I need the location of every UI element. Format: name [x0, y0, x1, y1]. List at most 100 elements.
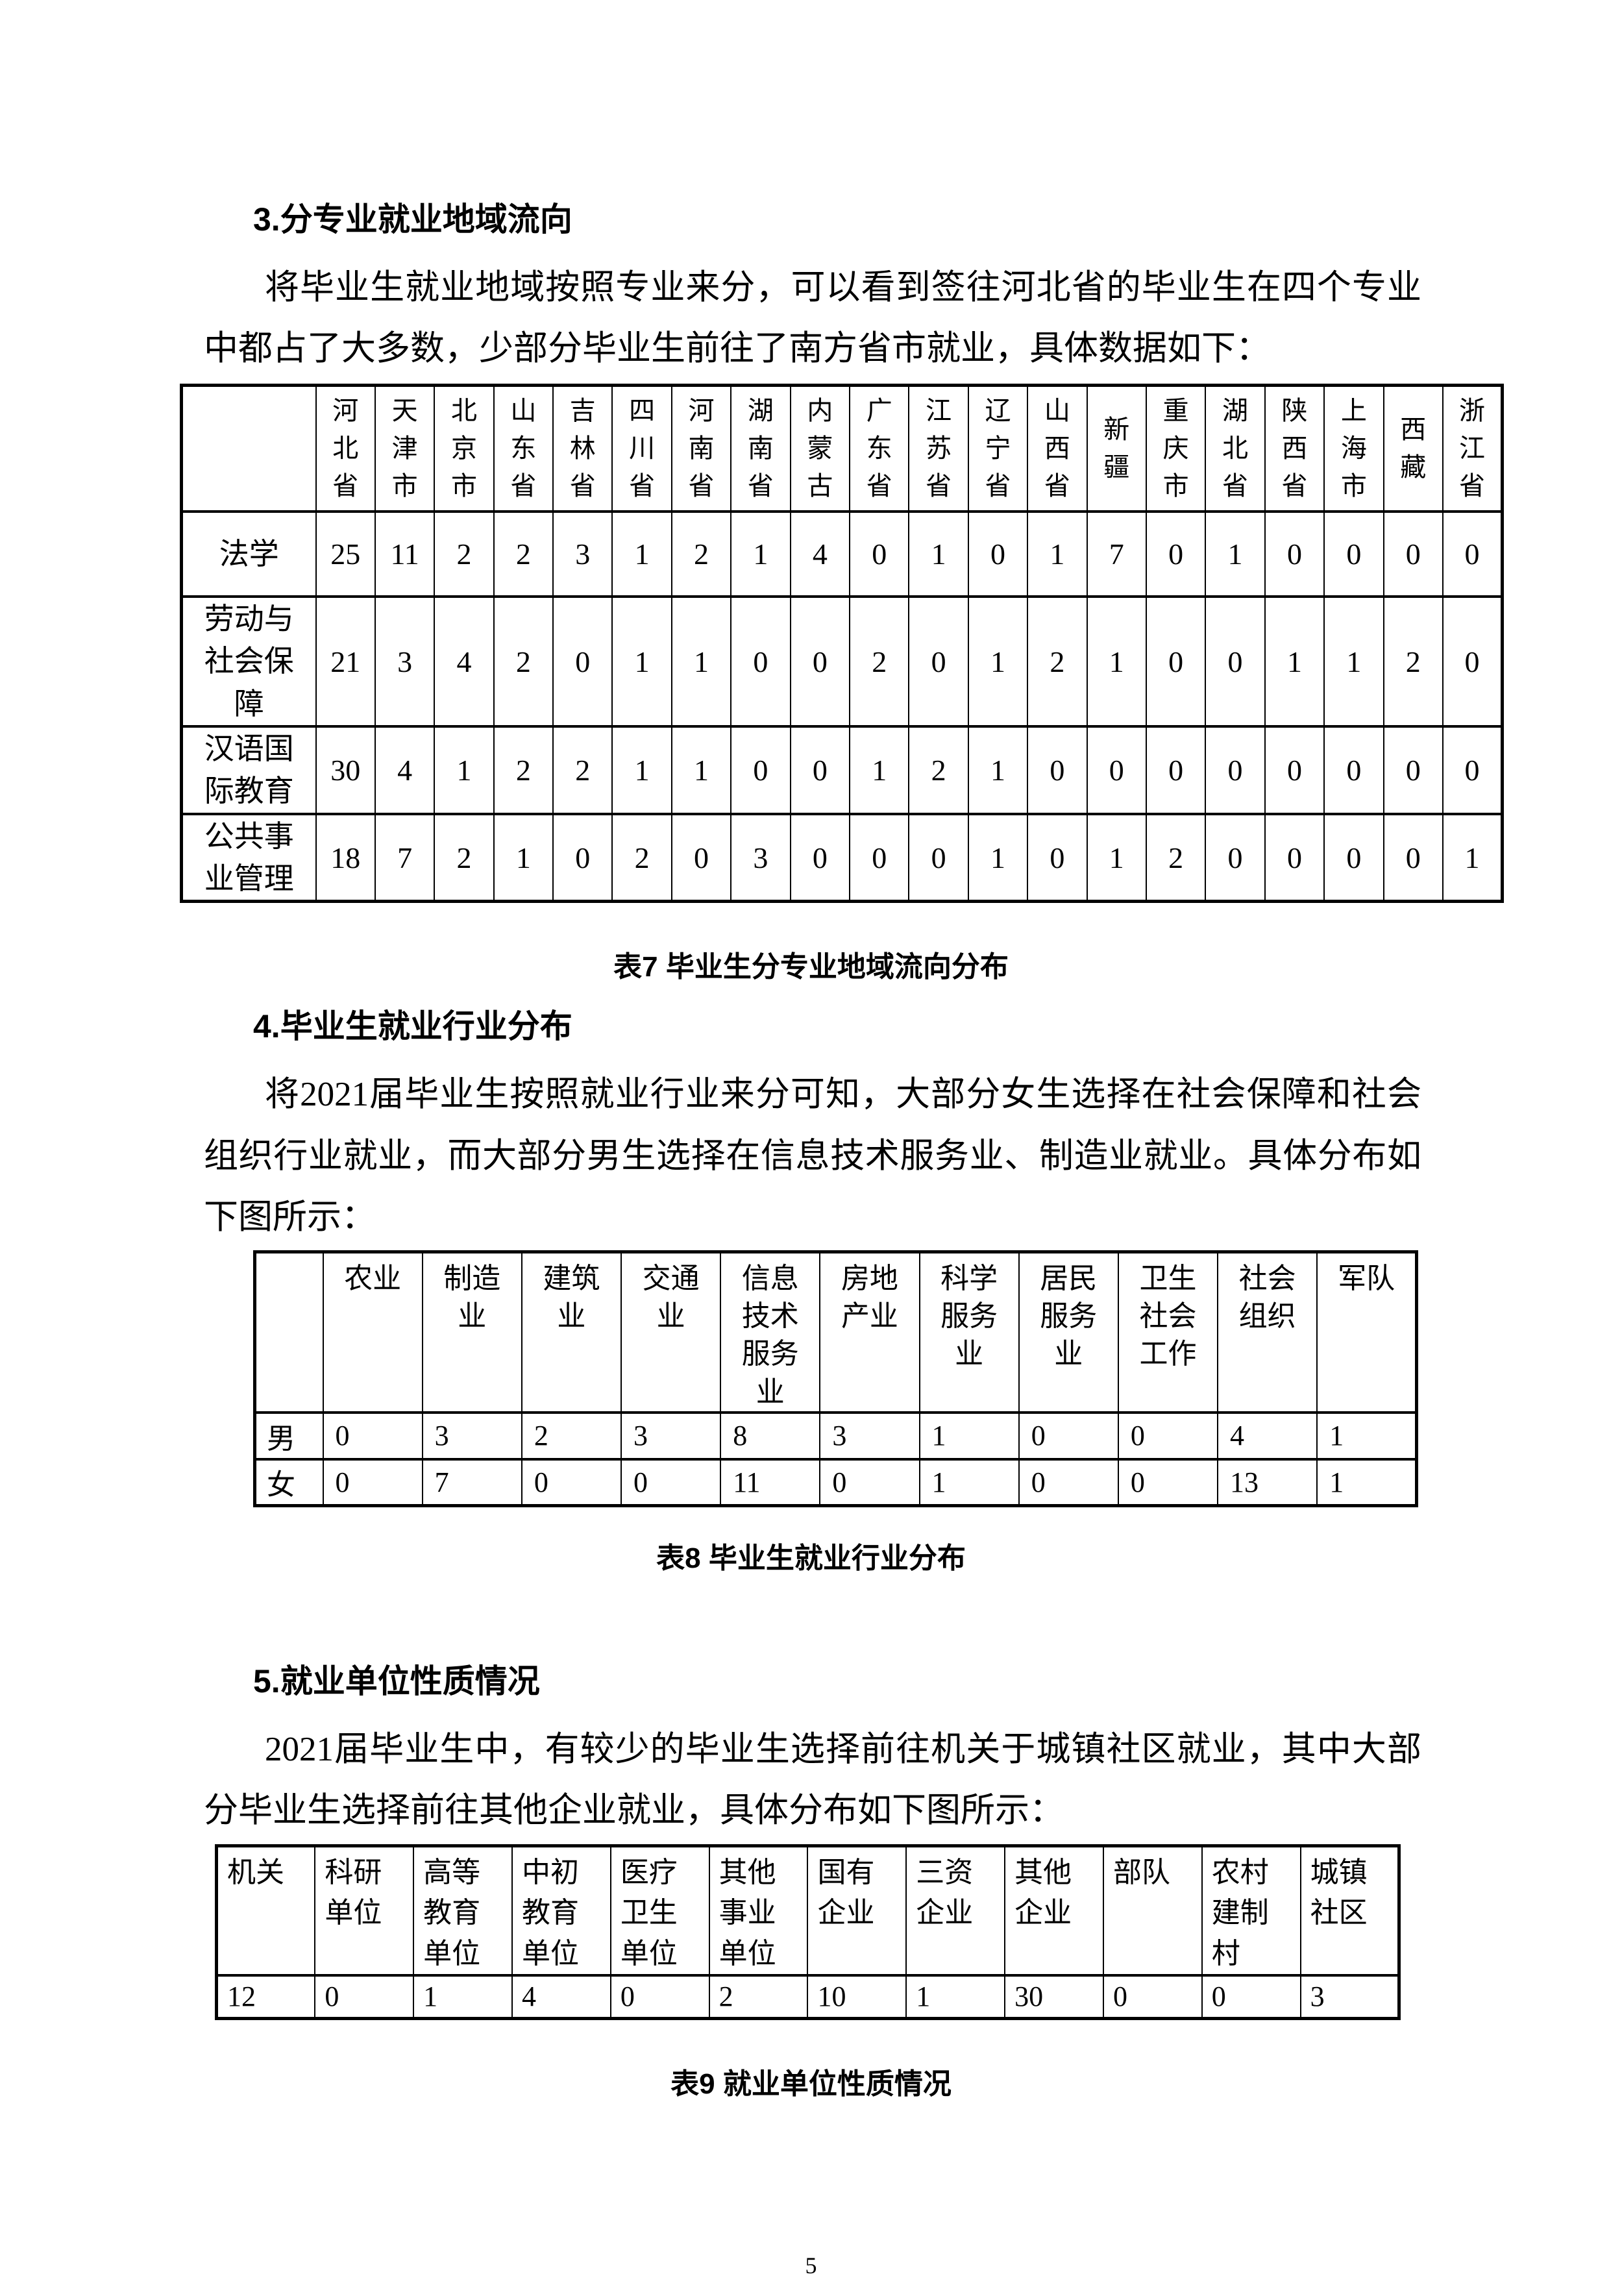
- table-cell: 0: [1205, 595, 1266, 728]
- column-header: 陕西省: [1264, 384, 1325, 513]
- table-header-row: 机关 科研单位 高等教育单位 中初教育单位 医疗卫生单位 其他事业单位 国有企业 三资企业 其他…: [215, 1844, 1400, 1977]
- column-header: 居民服务业: [1018, 1250, 1119, 1414]
- column-header-label: 江苏省: [926, 395, 952, 500]
- column-header: 湖北省: [1205, 384, 1266, 513]
- column-header: 医疗卫生单位: [609, 1844, 710, 1977]
- column-header: 军队: [1316, 1250, 1418, 1414]
- column-header: 浙江省: [1442, 384, 1503, 513]
- table-cell: 1: [1086, 812, 1147, 903]
- table-cell: 11: [374, 510, 436, 599]
- table-cell: 0: [1145, 725, 1207, 815]
- column-header: 吉林省: [552, 384, 613, 513]
- table-cell: 30: [1004, 1974, 1104, 2020]
- column-header: 河南省: [670, 384, 732, 513]
- row-label: 女: [254, 1457, 324, 1507]
- column-header-label: 西藏: [1400, 414, 1427, 482]
- table-cell: 0: [1264, 812, 1325, 903]
- table-cell: 1: [670, 595, 732, 728]
- column-header: 四川省: [611, 384, 672, 513]
- table-cell: 2: [1027, 595, 1088, 728]
- row-label: 公共事业管理: [180, 812, 317, 903]
- column-header-label: 湖北省: [1222, 395, 1249, 500]
- table-cell: 2: [434, 812, 495, 903]
- table-cell: 2: [1145, 812, 1207, 903]
- column-header: 城镇社区: [1299, 1844, 1400, 1977]
- column-header-label: 新疆: [1103, 414, 1130, 482]
- column-header: 农业: [322, 1250, 423, 1414]
- table9-caption: 表9 就业单位性质情况: [670, 2068, 952, 2100]
- column-header: 农村建制村: [1201, 1844, 1301, 1977]
- table-row: 法学 25 11 2 2 3 1 2 1 4 0 1 0 1 7 0 1 0 0 0 0: [180, 510, 1503, 599]
- column-header: 内蒙古: [789, 384, 851, 513]
- column-header: 制造业: [421, 1250, 522, 1414]
- table-cell: 0: [322, 1457, 423, 1507]
- table-cell: 0: [849, 510, 910, 599]
- table8-industry-distribution: 农业 制造业 建筑业 交通业 信息技术服务业 房地产业 科学服务业 居民服务业 卫生社会工作 社会…: [253, 1250, 1418, 1508]
- column-header-label: 广东省: [866, 395, 892, 500]
- table-cell: 11: [720, 1457, 821, 1507]
- table-cell: 7: [1086, 510, 1147, 599]
- column-header-label: 上海市: [1340, 395, 1367, 500]
- page-number: 5: [805, 2253, 817, 2278]
- table-cell: 0: [1323, 510, 1384, 599]
- table-cell: 0: [1382, 725, 1444, 815]
- table-cell: 1: [611, 725, 672, 815]
- column-header: 交通业: [621, 1250, 722, 1414]
- table-cell: 2: [434, 510, 495, 599]
- table-cell: 0: [849, 812, 910, 903]
- table-cell: 0: [1145, 595, 1207, 728]
- table-cell: 0: [1323, 812, 1384, 903]
- table-cell: 1: [1027, 510, 1088, 599]
- table7-caption: 表7 毕业生分专业地域流向分布: [613, 951, 1009, 983]
- table-cell: 1: [918, 1457, 1020, 1507]
- section-heading-5: 5.就业单位性质情况: [253, 1663, 540, 1700]
- table-cell: 0: [819, 1457, 920, 1507]
- column-header-label: 湖南省: [747, 395, 774, 500]
- table-cell: 0: [1205, 725, 1266, 815]
- table-row: 汉语国际教育 30 4 1 2 2 1 1 0 0 1 2 1 0 0 0 0 0 0 0 0: [180, 725, 1503, 815]
- table-cell: 0: [1323, 725, 1384, 815]
- column-header: 社会组织: [1217, 1250, 1318, 1414]
- table-cell: 0: [1086, 725, 1147, 815]
- column-header-label: 卫生社会工作: [1139, 1263, 1197, 1370]
- table-cell: 3: [552, 510, 613, 599]
- table-cell: 7: [374, 812, 436, 903]
- column-header: 其他企业: [1004, 1844, 1104, 1977]
- table-cell: 3: [1299, 1974, 1400, 2020]
- table-cell: 0: [1442, 725, 1503, 815]
- column-header: 北京市: [434, 384, 495, 513]
- column-header-label: 辽宁省: [985, 395, 1011, 500]
- column-header: 山西省: [1027, 384, 1088, 513]
- column-header-label: 机关: [227, 1856, 284, 1888]
- table-cell: 0: [1027, 812, 1088, 903]
- table-cell: 7: [421, 1457, 522, 1507]
- column-header-label: 陕西省: [1281, 395, 1308, 500]
- table-cell: 30: [315, 725, 376, 815]
- table-cell: 4: [789, 510, 851, 599]
- table9-employer-type: 机关 科研单位 高等教育单位 中初教育单位 医疗卫生单位 其他事业单位 国有企业 三资企业 其他…: [215, 1844, 1401, 2020]
- table-cell: 25: [315, 510, 376, 599]
- table-cell: 0: [521, 1457, 622, 1507]
- table-cell: 1: [967, 812, 1029, 903]
- table-cell: 0: [314, 1974, 415, 2020]
- table-cell: 0: [1117, 1411, 1219, 1461]
- table-cell: 1: [413, 1974, 513, 2020]
- column-header-label: 吉林省: [569, 395, 596, 500]
- table-cell: 1: [967, 595, 1029, 728]
- corner-cell: [254, 1250, 324, 1414]
- table-cell: 1: [1205, 510, 1266, 599]
- table-cell: 0: [1442, 510, 1503, 599]
- column-header: 山东省: [493, 384, 554, 513]
- column-header: 房地产业: [819, 1250, 920, 1414]
- table-row: 女 0 7 0 0 11 0 1 0 0 13 1: [254, 1457, 1418, 1507]
- table-cell: 0: [789, 725, 851, 815]
- table-cell: 18: [315, 812, 376, 903]
- table-cell: 0: [1264, 510, 1325, 599]
- corner-cell: [180, 384, 317, 513]
- column-header-label: 军队: [1338, 1263, 1395, 1295]
- table-cell: 0: [1018, 1457, 1119, 1507]
- table-cell: 12: [215, 1974, 316, 2020]
- column-header-label: 社会组织: [1238, 1263, 1296, 1333]
- column-header-label: 房地产业: [841, 1263, 898, 1333]
